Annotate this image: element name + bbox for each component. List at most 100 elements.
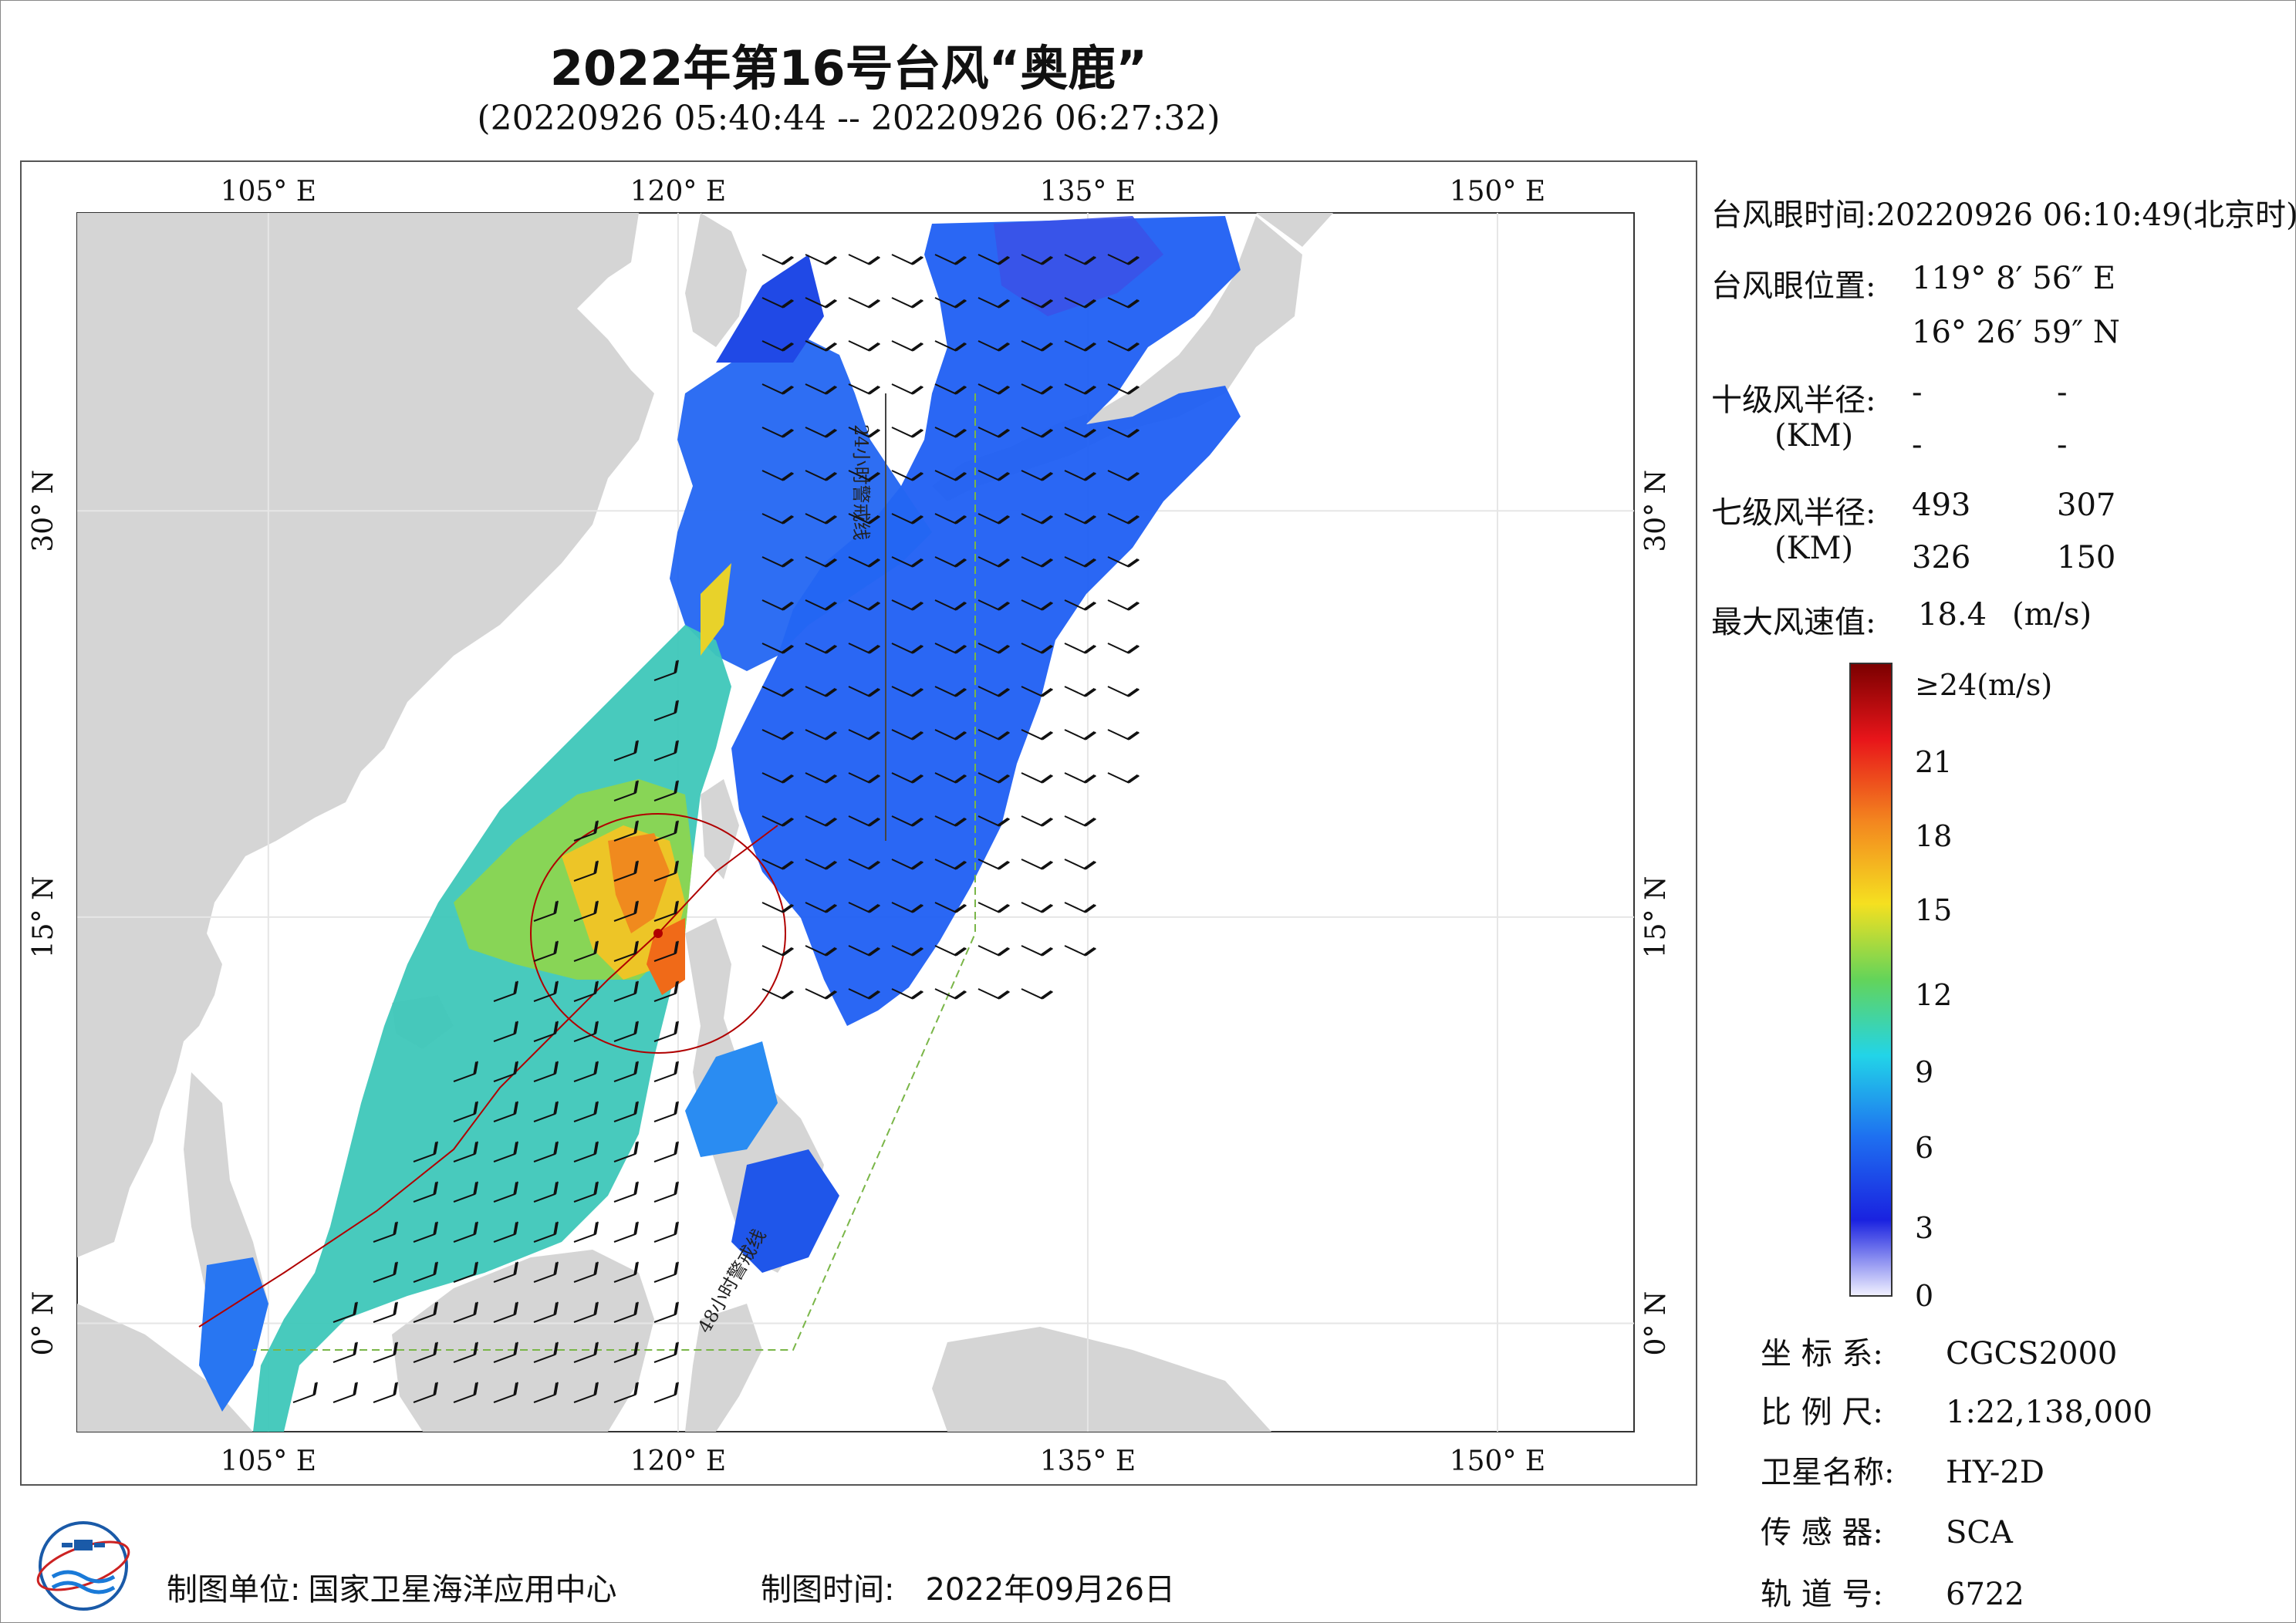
wind-barb — [533, 1341, 559, 1363]
lon-tick-label-bottom: 120° E — [630, 1446, 726, 1477]
wind-barb — [848, 815, 880, 827]
wind-barb — [805, 383, 837, 395]
scale-value: 1:22,138,000 — [1946, 1395, 2152, 1430]
r10-value-nw: - — [2057, 427, 2068, 463]
lon-tick-label-top: 150° E — [1450, 176, 1545, 208]
wind-barb — [934, 686, 967, 697]
wind-barb — [891, 945, 923, 957]
producer-value: 国家卫星海洋应用中心 — [308, 1572, 617, 1608]
wind-barb — [333, 1301, 358, 1323]
eye-time-row: 台风眼时间:20220926 06:10:49(北京时) — [1711, 190, 2296, 235]
wind-barb — [848, 686, 880, 697]
wind-barb — [653, 740, 679, 761]
karimata-wind-patch — [199, 1257, 268, 1412]
wind-barb — [1064, 643, 1096, 654]
colorbar-label-21: 21 — [1915, 745, 1953, 779]
borneo-land — [392, 1250, 654, 1432]
lon-tick-label-top: 120° E — [630, 176, 726, 208]
wind-barb — [453, 1382, 478, 1403]
wind-barb — [977, 729, 1010, 741]
wind-barb — [805, 686, 837, 697]
wind-barb — [977, 772, 1010, 784]
wind-barb — [493, 1021, 518, 1042]
wind-barb — [891, 686, 923, 697]
wind-barb — [891, 815, 923, 827]
time-range-subtitle: (20220926 05:40:44 -- 20220926 06:27:32) — [477, 99, 1221, 138]
satellite-label: 卫星名称: — [1761, 1455, 1895, 1490]
wind-barb — [573, 860, 599, 882]
production-time-value: 2022年09月26日 — [925, 1572, 1176, 1608]
wind-barb — [613, 1261, 639, 1283]
wind-barb — [1021, 902, 1053, 913]
wind-barb — [413, 1261, 438, 1283]
wind-field-map[interactable]: 24小时警戒线 48小时警戒线 105° E 105° E 120° E 120° E… — [20, 160, 1697, 1486]
r7-label: 七级风半径: — [1711, 495, 1876, 531]
r7-value-nw: 150 — [2057, 540, 2116, 575]
wind-barb — [761, 427, 794, 438]
wind-barb — [891, 729, 923, 741]
wind-barb — [1107, 427, 1140, 438]
wind-barb — [891, 383, 923, 395]
max-wind-value: 18.4 — [1918, 597, 1987, 633]
wind-barb — [533, 1061, 559, 1082]
wind-barb — [1064, 513, 1096, 525]
wind-barb — [761, 859, 794, 870]
orange-wind-core — [608, 833, 670, 933]
wind-barb — [977, 945, 1010, 957]
wind-barb — [805, 945, 837, 957]
wind-radius-circle — [530, 813, 786, 1054]
wind-barb — [613, 1061, 639, 1082]
wind-barb — [805, 772, 837, 784]
wind-barb — [761, 988, 794, 1000]
wind-barb — [453, 1141, 478, 1162]
taiwan-strait-wind-patch — [701, 563, 731, 656]
wind-barb — [934, 859, 967, 870]
wind-barb — [533, 1301, 559, 1323]
lon-tick-label-bottom: 150° E — [1450, 1446, 1545, 1477]
wind-barb — [934, 815, 967, 827]
producer-row: 制图单位: 国家卫星海洋应用中心 — [167, 1564, 616, 1609]
wind-barb — [533, 1141, 559, 1162]
r7-value-se: 307 — [2057, 488, 2116, 523]
r10-unit: (KM) — [1774, 418, 1854, 454]
warning-line-24h — [639, 393, 976, 1351]
wind-barb — [1064, 254, 1096, 265]
wind-barb — [1107, 254, 1140, 265]
wind-speed-colorbar — [1849, 663, 1893, 1297]
wind-barb — [373, 1301, 398, 1323]
colorbar-label-6: 6 — [1915, 1131, 1934, 1165]
wind-barb — [761, 643, 794, 654]
wind-barb — [761, 902, 794, 913]
wind-barb — [1107, 340, 1140, 352]
wind-barb — [805, 902, 837, 913]
scale-row: 比 例 尺: 1:22,138,000 — [1761, 1387, 2152, 1432]
wind-barb — [653, 820, 679, 842]
wind-barb — [653, 660, 679, 681]
producer-label: 制图单位: — [167, 1572, 301, 1608]
wind-barb — [613, 820, 639, 842]
wind-barb — [533, 1382, 559, 1403]
wind-barb — [805, 297, 837, 309]
colorbar-label-9: 9 — [1915, 1055, 1934, 1089]
wind-barb — [1021, 513, 1053, 525]
wind-barb — [848, 383, 880, 395]
wind-barb — [613, 1221, 639, 1243]
typhoon-track-line — [198, 825, 778, 1328]
wind-barb — [613, 1382, 639, 1403]
celebes-wind-patch — [731, 1149, 839, 1273]
wind-barb — [761, 599, 794, 611]
wind-barb — [413, 1341, 438, 1363]
wind-barb — [891, 297, 923, 309]
wind-barb — [934, 643, 967, 654]
lat-tick-label-left: 30° N — [28, 470, 59, 552]
wind-barb — [653, 1261, 679, 1283]
wind-barb — [891, 513, 923, 525]
wind-barb — [1021, 383, 1053, 395]
wind-barb — [1021, 988, 1053, 1000]
wind-barb — [805, 556, 837, 568]
wind-barb — [934, 383, 967, 395]
sensor-row: 传 感 器: SCA — [1761, 1507, 2013, 1552]
wind-barb — [1107, 470, 1140, 481]
wind-barb — [573, 900, 599, 922]
